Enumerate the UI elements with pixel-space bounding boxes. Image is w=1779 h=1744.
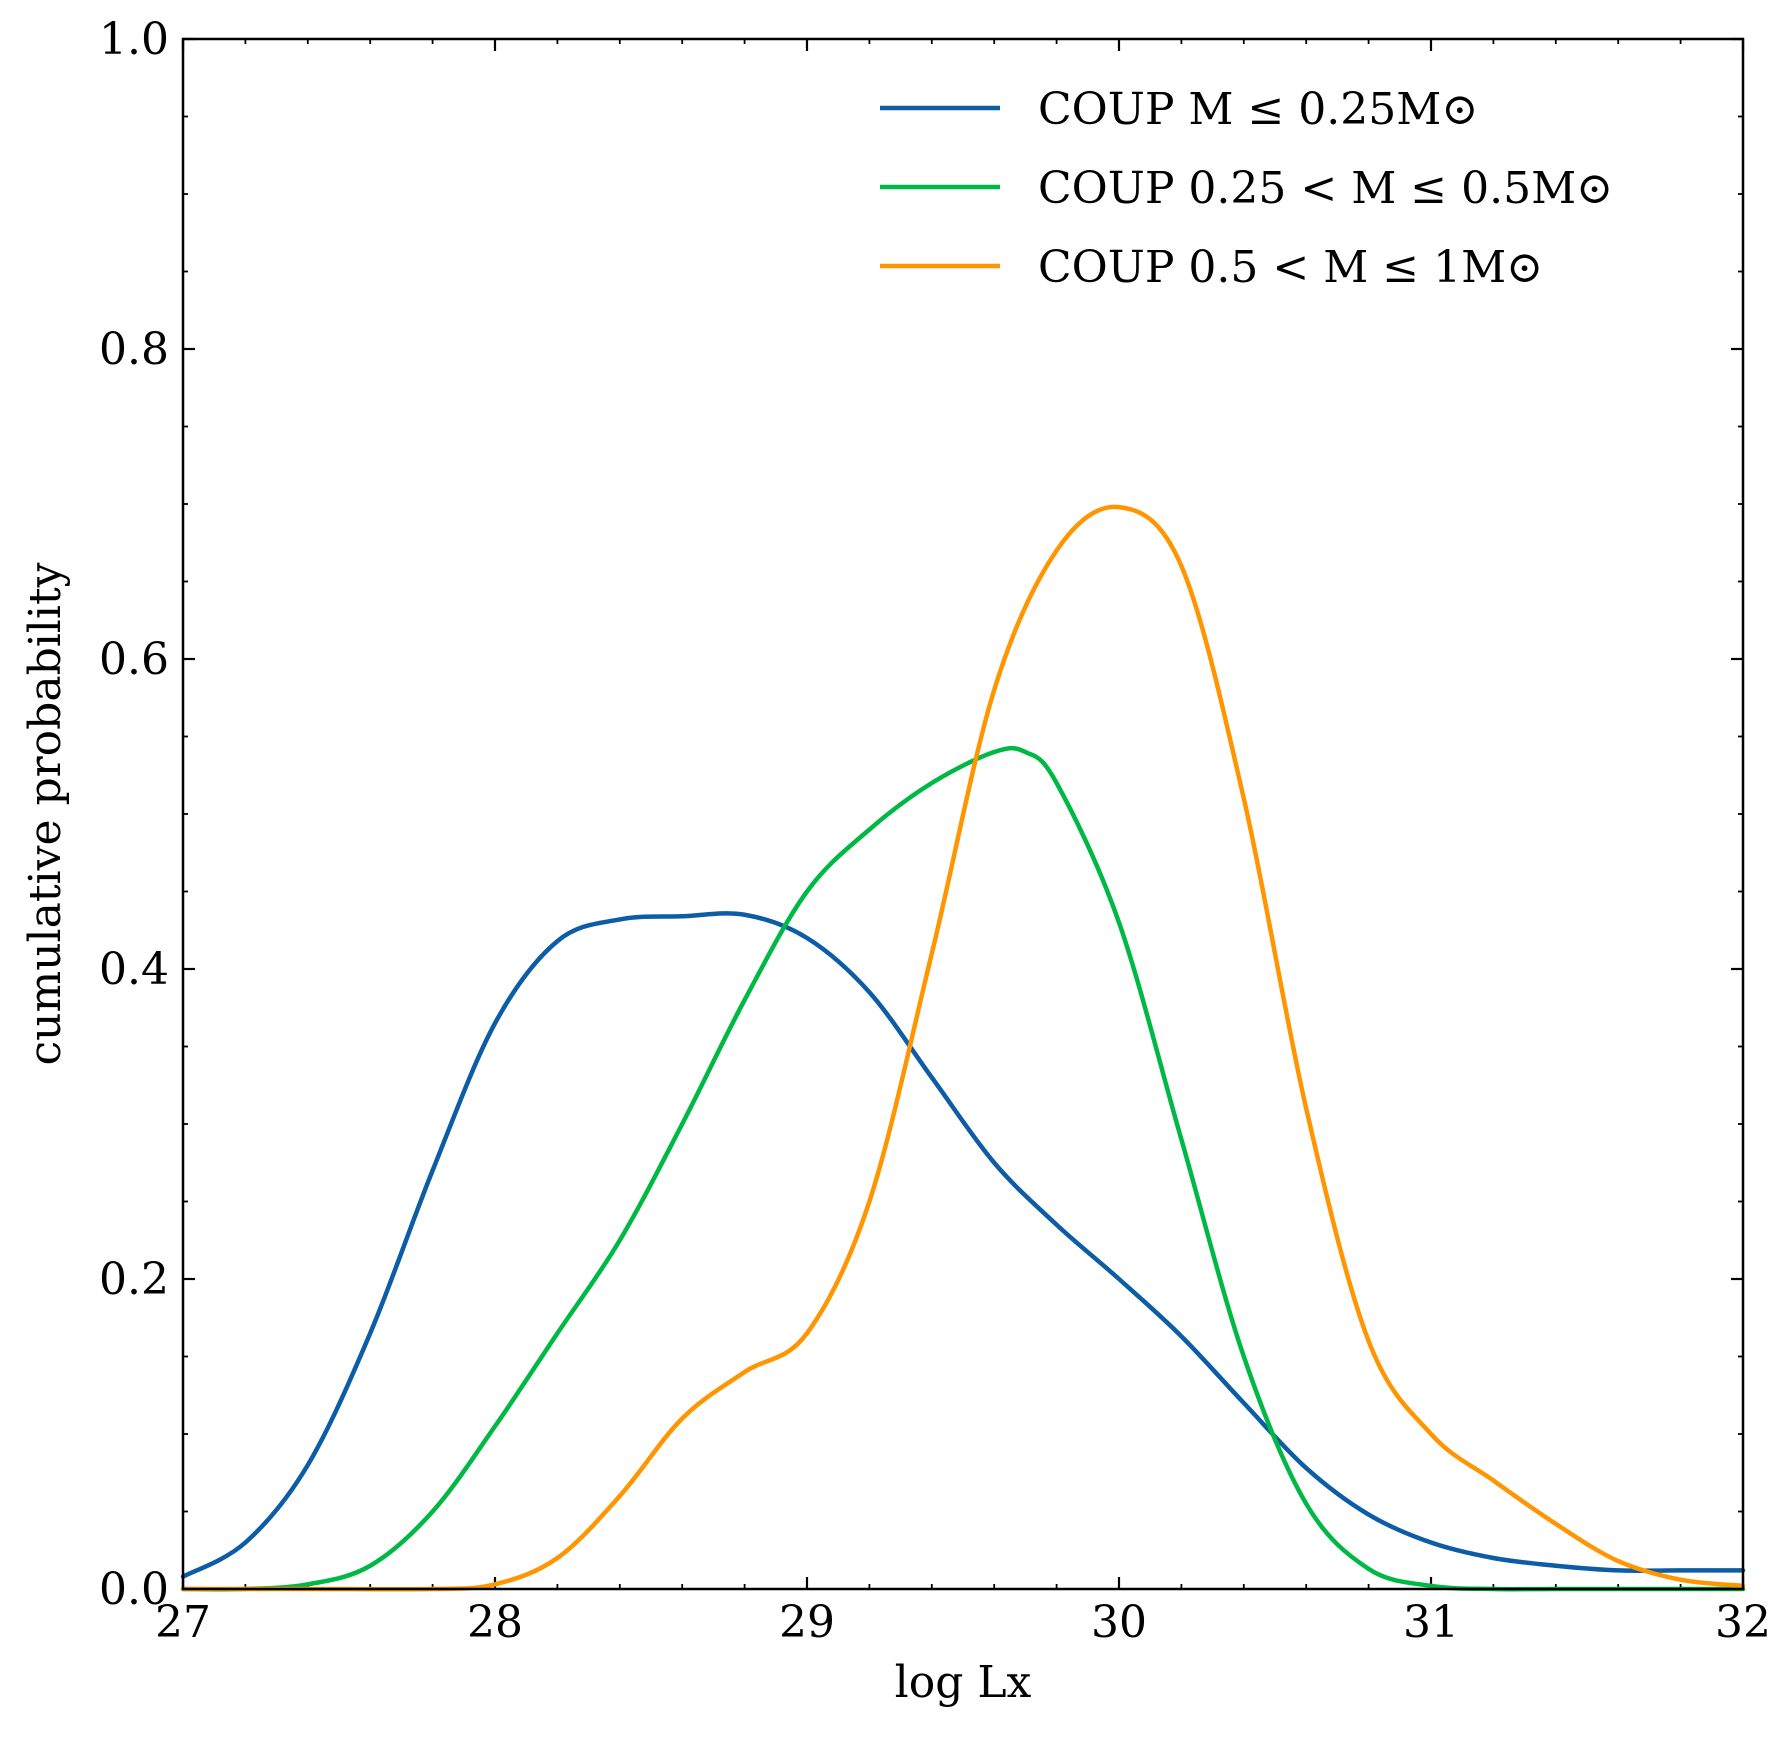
series-line-2 [180,745,1746,1592]
y-axis-title: cumulative probability [20,562,71,1065]
y-tick-label: 0.4 [99,944,169,995]
series-line-3 [180,504,1746,1592]
x-tick-label: 28 [467,1597,523,1648]
legend-label-2: COUP 0.25 < M ≤ 0.5M⊙ [1038,163,1613,214]
y-tick-labels: 0.0 0.2 0.4 0.6 0.8 1.0 [99,14,169,1615]
x-tick-label: 32 [1715,1597,1771,1648]
plot-frame [181,37,1745,1591]
legend-label-1: COUP M ≤ 0.25M⊙ [1038,84,1478,135]
x-tick-label: 30 [1091,1597,1147,1648]
y-tick-label: 1.0 [99,14,169,65]
y-tick-label: 0.0 [99,1564,169,1615]
series-line-1 [180,911,1746,1579]
series-group [180,504,1746,1592]
x-axis-title: log Lx [895,1657,1032,1708]
legend-label-3: COUP 0.5 < M ≤ 1M⊙ [1038,242,1543,293]
legend: COUP M ≤ 0.25M⊙ COUP 0.25 < M ≤ 0.5M⊙ COUP… [880,84,1613,293]
y-tick-label: 0.2 [99,1254,169,1305]
x-tick-label: 29 [779,1597,835,1648]
x-tick-label: 31 [1403,1597,1459,1648]
x-tick-label: 27 [155,1597,211,1648]
y-tick-label: 0.8 [99,324,169,375]
y-tick-label: 0.6 [99,634,169,685]
x-tick-labels: 27 28 29 30 31 32 [155,1597,1771,1648]
